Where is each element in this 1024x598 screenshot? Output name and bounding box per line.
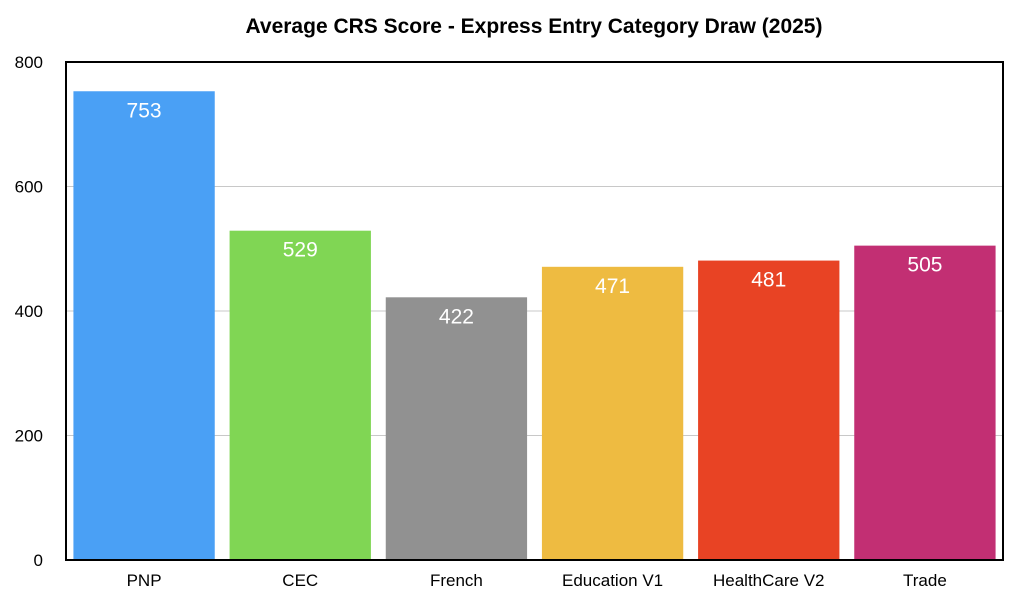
- chart-title: Average CRS Score - Express Entry Catego…: [246, 15, 823, 38]
- y-tick-label-0: 0: [34, 551, 43, 570]
- bars: [73, 91, 996, 560]
- data-label-french: 422: [439, 305, 474, 328]
- data-label-education-v1: 471: [595, 275, 630, 298]
- y-tick-label-800: 800: [15, 53, 43, 72]
- data-label-healthcare-v2: 481: [751, 269, 786, 292]
- x-tick-label-education-v1: Education V1: [562, 571, 663, 590]
- x-tick-label-trade: Trade: [903, 571, 947, 590]
- x-tick-label-pnp: PNP: [127, 571, 162, 590]
- data-label-trade: 505: [907, 254, 942, 277]
- bar-education-v1: [541, 266, 684, 560]
- data-label-pnp: 753: [127, 99, 162, 122]
- y-tick-label-200: 200: [15, 427, 43, 446]
- x-tick-label-cec: CEC: [282, 571, 318, 590]
- y-tick-label-400: 400: [15, 302, 43, 321]
- bar-pnp: [73, 91, 215, 560]
- data-labels: 753 529 422 471 481 505: [127, 99, 943, 328]
- y-tick-label-600: 600: [15, 178, 43, 197]
- y-axis-ticks: 0 200 400 600 800: [15, 53, 43, 570]
- x-tick-label-french: French: [430, 571, 483, 590]
- bar-french: [385, 297, 528, 560]
- data-label-cec: 529: [283, 239, 318, 262]
- x-axis-ticks: PNP CEC French Education V1 HealthCare V2 Tra…: [127, 571, 947, 590]
- bar-healthcare-v2: [698, 260, 840, 560]
- bar-cec: [229, 230, 371, 560]
- x-tick-label-healthcare-v2: HealthCare V2: [713, 571, 825, 590]
- plot-frame: [65, 61, 1004, 561]
- bar-trade: [854, 245, 996, 560]
- gridlines: [66, 186, 1003, 436]
